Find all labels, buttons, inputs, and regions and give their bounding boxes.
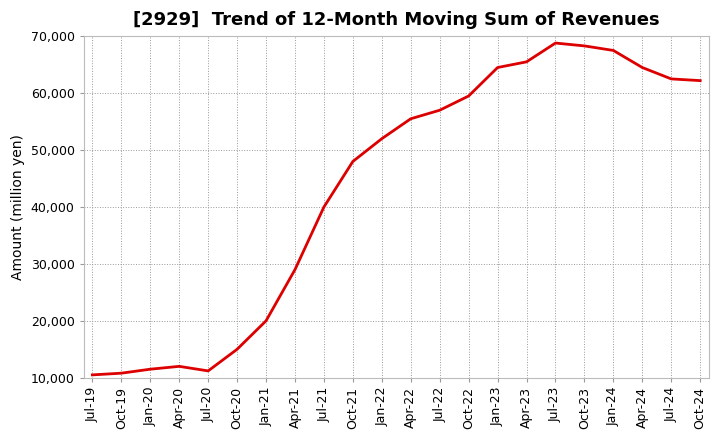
Y-axis label: Amount (million yen): Amount (million yen) [11, 134, 25, 280]
Title: [2929]  Trend of 12-Month Moving Sum of Revenues: [2929] Trend of 12-Month Moving Sum of R… [133, 11, 660, 29]
